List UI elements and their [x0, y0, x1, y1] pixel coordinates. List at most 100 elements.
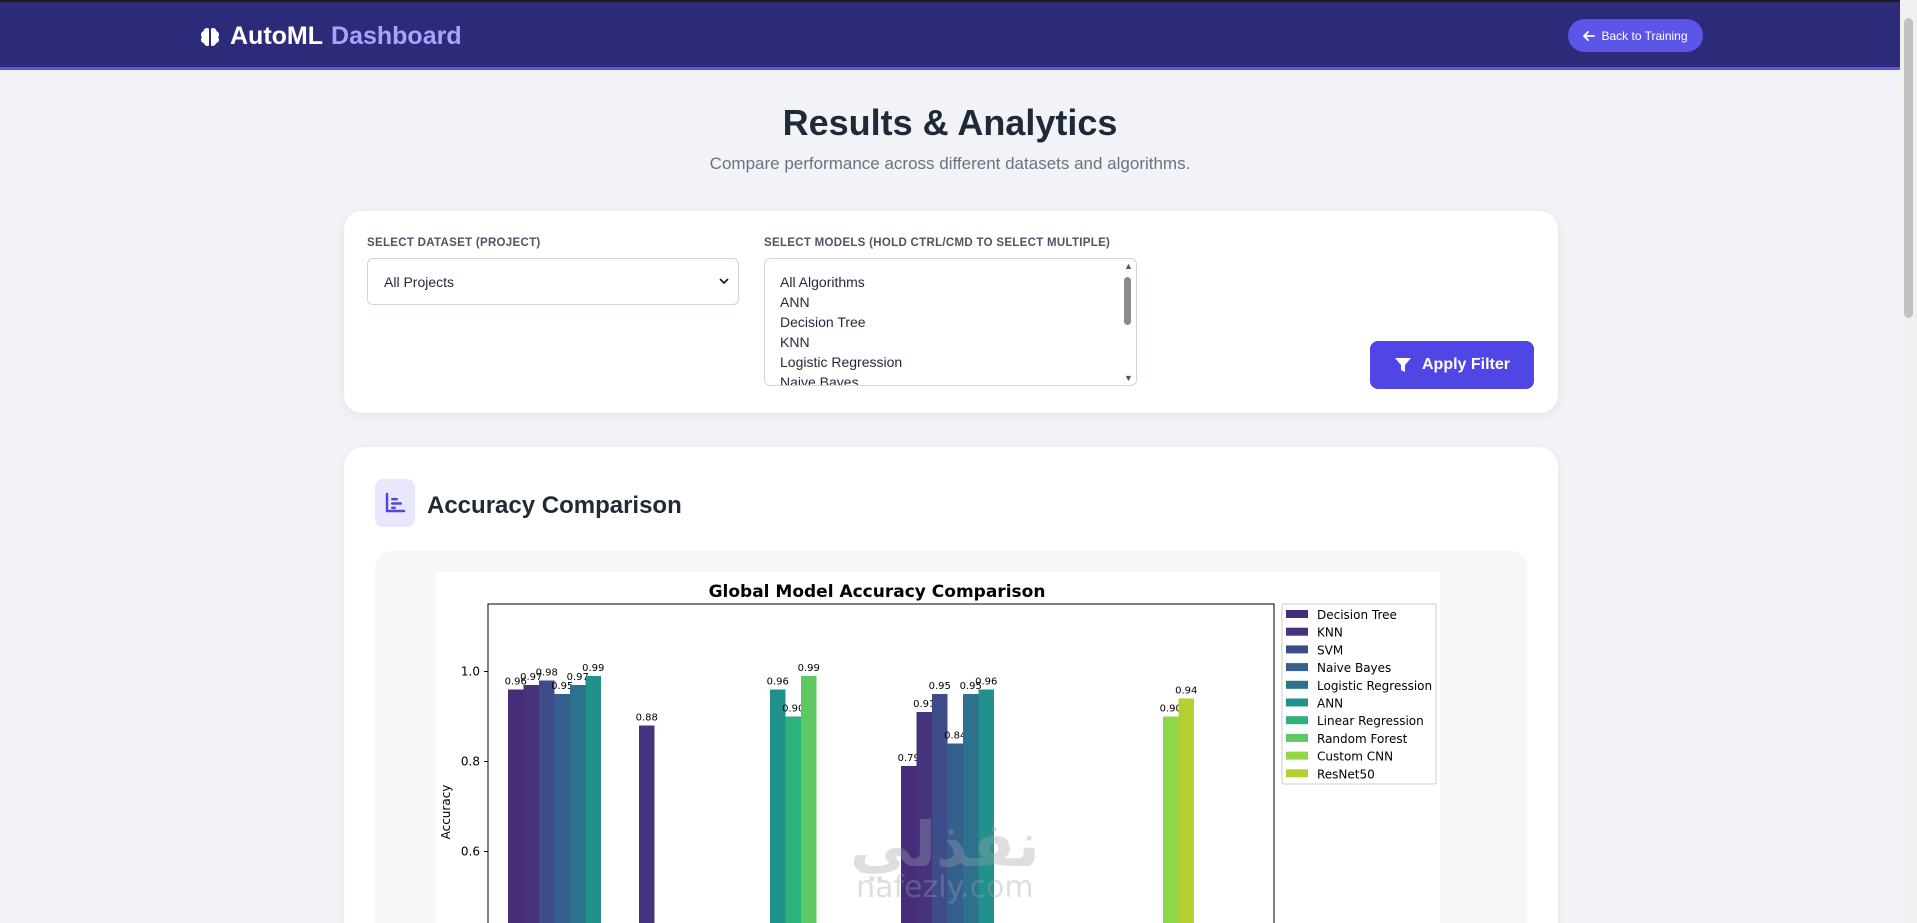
bar-value-label: 0.95: [551, 681, 573, 692]
legend-label: Linear Regression: [1317, 714, 1424, 728]
chevron-down-icon: [719, 278, 729, 285]
legend-swatch: [1286, 698, 1308, 707]
legend-swatch: [1286, 751, 1308, 760]
legend-swatch: [1286, 733, 1308, 742]
models-options-list: All Algorithms ANN Decision Tree KNN Logisti…: [765, 259, 1136, 386]
legend-box: [1281, 603, 1437, 785]
bar-value-label: 0.99: [582, 663, 604, 674]
chart-title: Global Model Accuracy Comparison: [709, 582, 1046, 602]
bar-logistic-regression: [570, 685, 586, 923]
filter-card: SELECT DATASET (PROJECT) All Projects SE…: [344, 211, 1558, 413]
legend-label: ANN: [1317, 697, 1343, 711]
bar-value-label: 0.90: [782, 704, 804, 715]
bar-value-label: 0.95: [960, 681, 982, 692]
bar-knn: [523, 685, 539, 923]
legend-swatch: [1286, 610, 1308, 618]
bar-value-label: 0.97: [567, 672, 589, 683]
bar-naive-bayes: [554, 694, 570, 923]
dataset-select[interactable]: All Projects: [367, 258, 739, 305]
filter-icon: [1394, 358, 1411, 372]
bar-knn: [916, 712, 932, 923]
bar-ann: [585, 676, 601, 923]
plot-frame: [487, 603, 1275, 923]
models-scrollbar-thumb[interactable]: [1124, 277, 1131, 325]
brain-icon: [201, 27, 219, 46]
legend-label: Logistic Regression: [1317, 679, 1432, 693]
bar-linear-regression: [785, 716, 801, 923]
legend-label: Random Forest: [1317, 732, 1408, 746]
arrow-left-icon: [1583, 30, 1596, 41]
legend-swatch: [1286, 769, 1308, 778]
models-label: SELECT MODELS (HOLD CTRL/CMD TO SELECT M…: [764, 237, 1111, 249]
y-tick-label: 0.6: [461, 845, 480, 859]
y-axis-label: Accuracy: [439, 785, 453, 840]
bar-ann: [770, 689, 786, 923]
model-option[interactable]: Logistic Regression: [780, 354, 903, 370]
dataset-label: SELECT DATASET (PROJECT): [367, 237, 541, 249]
bar-custom-cnn: [1163, 716, 1179, 923]
brand-highlight: Dashboard: [331, 22, 462, 50]
top-navbar: AutoML Dashboard Back to Training: [0, 0, 1917, 70]
back-button-label: Back to Training: [1601, 28, 1688, 43]
bar-value-label: 0.84: [944, 731, 966, 742]
page-scrollbar-thumb[interactable]: [1904, 18, 1913, 318]
model-option[interactable]: All Algorithms: [780, 274, 865, 290]
bar-resnet50: [1178, 698, 1194, 923]
bar-value-label: 0.98: [536, 668, 558, 679]
bar-value-label: 0.97: [520, 672, 542, 683]
bar-svm: [932, 694, 948, 923]
model-option[interactable]: Naive Bayes: [780, 374, 859, 386]
apply-filter-label: Apply Filter: [1421, 356, 1510, 373]
chart-bar-icon: [375, 479, 415, 527]
legend-swatch: [1286, 627, 1308, 636]
legend-swatch: [1286, 645, 1308, 654]
y-tick-label: 1.0: [461, 665, 480, 679]
scroll-up-icon[interactable]: ▲: [1124, 261, 1133, 271]
accuracy-comparison-card: Accuracy Comparison Global Model Accurac…: [344, 447, 1558, 923]
bar-value-label: 0.90: [1160, 704, 1182, 715]
accuracy-chart: Global Model Accuracy Comparison Accurac…: [436, 572, 1440, 923]
dataset-select-value: All Projects: [384, 273, 455, 290]
bar-logistic-regression: [963, 694, 979, 923]
bar-value-label: 0.96: [975, 677, 997, 688]
bar-naive-bayes: [947, 743, 963, 923]
brand-logo[interactable]: AutoML Dashboard: [198, 22, 462, 51]
bar-decision-tree: [901, 766, 917, 923]
apply-filter-button[interactable]: Apply Filter: [1370, 341, 1534, 389]
model-option[interactable]: Decision Tree: [780, 314, 866, 330]
models-scrollbar[interactable]: ▲ ▼: [1122, 261, 1134, 383]
model-option[interactable]: ANN: [780, 294, 810, 310]
bar-value-label: 0.96: [767, 677, 789, 688]
bar-ann: [978, 689, 994, 923]
back-to-training-button[interactable]: Back to Training: [1568, 19, 1703, 52]
bar-decision-tree: [508, 689, 524, 923]
page-subtitle: Compare performance across different dat…: [709, 154, 1191, 173]
bar-value-label: 0.94: [1175, 686, 1197, 697]
models-multiselect[interactable]: All Algorithms ANN Decision Tree KNN Logisti…: [764, 258, 1137, 386]
bar-svm: [539, 680, 555, 923]
legend-swatch: [1286, 680, 1308, 689]
bar-value-label: 0.91: [913, 699, 935, 710]
brand-name: AutoML: [230, 22, 324, 50]
scroll-down-icon[interactable]: ▼: [1124, 373, 1133, 383]
model-option[interactable]: KNN: [780, 334, 810, 350]
bar-value-label: 0.96: [505, 677, 527, 688]
bar-value-label: 0.79: [898, 753, 920, 764]
legend-label: ResNet50: [1317, 767, 1375, 781]
bar-knn: [639, 725, 655, 923]
bar-value-label: 0.88: [636, 713, 658, 724]
legend-label: KNN: [1317, 626, 1343, 640]
page-scrollbar[interactable]: [1900, 0, 1917, 923]
bar-random-forest: [801, 676, 817, 923]
page-title: Results & Analytics: [782, 102, 1118, 143]
legend-label: Custom CNN: [1317, 750, 1393, 764]
chart-container: Global Model Accuracy Comparison Accurac…: [375, 551, 1527, 923]
legend-label: SVM: [1317, 643, 1343, 657]
bar-value-label: 0.99: [798, 663, 820, 674]
bar-value-label: 0.95: [929, 681, 951, 692]
legend-swatch: [1286, 716, 1308, 725]
legend-label: Naive Bayes: [1317, 661, 1391, 675]
legend-label: Decision Tree: [1317, 608, 1397, 622]
legend-swatch: [1286, 663, 1308, 672]
y-tick-label: 0.8: [461, 755, 480, 769]
